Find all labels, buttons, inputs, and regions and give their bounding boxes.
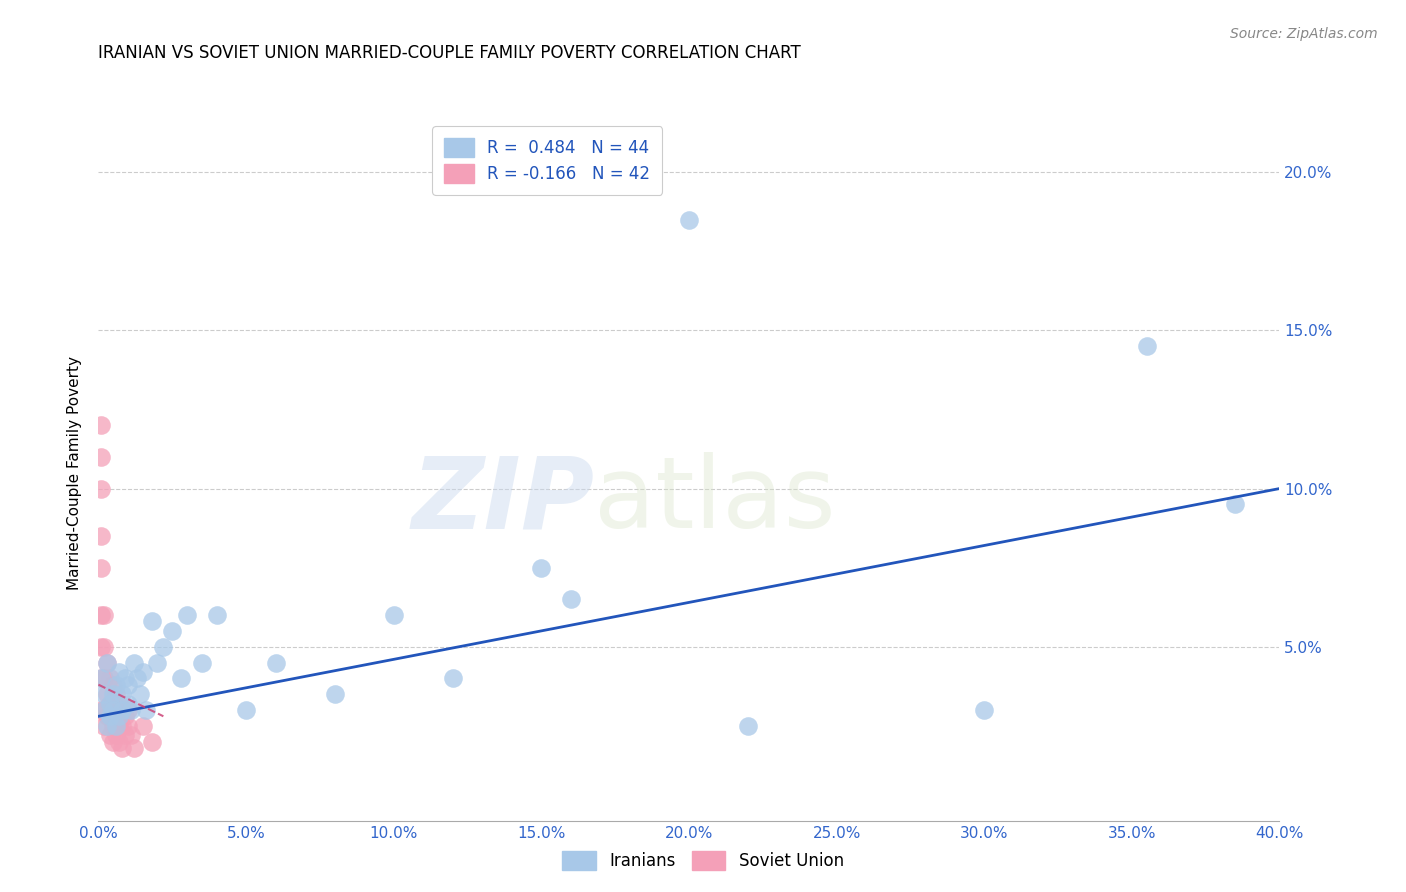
Point: [117, 703, 139, 717]
Point: [93, 671, 115, 685]
Point: [170, 671, 193, 685]
Point: [103, 734, 125, 748]
Point: [162, 624, 183, 638]
Point: [103, 687, 125, 701]
Point: [105, 678, 128, 692]
Point: [120, 703, 142, 717]
Point: [98, 709, 121, 723]
Point: [176, 608, 198, 623]
Point: [90, 529, 112, 543]
Point: [530, 560, 553, 574]
Point: [111, 703, 134, 717]
Point: [103, 719, 125, 733]
Point: [90, 608, 112, 623]
Point: [108, 665, 131, 679]
Point: [96, 656, 118, 670]
Text: ZIP: ZIP: [412, 452, 595, 549]
Point: [93, 687, 115, 701]
Point: [128, 687, 150, 701]
Point: [560, 592, 582, 607]
Point: [108, 697, 131, 711]
Point: [117, 678, 139, 692]
Point: [90, 671, 112, 685]
Point: [122, 656, 145, 670]
Point: [90, 640, 112, 654]
Point: [152, 640, 174, 654]
Point: [90, 482, 112, 496]
Point: [90, 418, 112, 433]
Point: [108, 734, 131, 748]
Point: [111, 687, 134, 701]
Point: [105, 719, 128, 733]
Point: [90, 703, 112, 717]
Point: [105, 709, 128, 723]
Point: [108, 719, 131, 733]
Point: [323, 687, 346, 701]
Point: [125, 671, 148, 685]
Text: IRANIAN VS SOVIET UNION MARRIED-COUPLE FAMILY POVERTY CORRELATION CHART: IRANIAN VS SOVIET UNION MARRIED-COUPLE F…: [98, 45, 801, 62]
Point: [105, 687, 128, 701]
Point: [141, 734, 163, 748]
Point: [132, 719, 155, 733]
Point: [111, 719, 134, 733]
Y-axis label: Married-Couple Family Poverty: Married-Couple Family Poverty: [67, 356, 83, 590]
Point: [108, 709, 131, 723]
Point: [98, 697, 121, 711]
Point: [235, 703, 257, 717]
Point: [205, 608, 228, 623]
Point: [382, 608, 405, 623]
Point: [98, 709, 121, 723]
Point: [96, 687, 118, 701]
Point: [90, 450, 112, 464]
Point: [737, 719, 759, 733]
Point: [132, 665, 155, 679]
Point: [98, 671, 121, 685]
Point: [114, 709, 136, 723]
Point: [1135, 339, 1157, 353]
Point: [135, 703, 157, 717]
Point: [117, 697, 139, 711]
Point: [120, 728, 142, 742]
Point: [98, 728, 121, 742]
Point: [96, 656, 118, 670]
Point: [678, 212, 700, 227]
Point: [1223, 497, 1246, 511]
Point: [96, 709, 118, 723]
Point: [93, 608, 115, 623]
Point: [96, 719, 118, 733]
Point: [114, 728, 136, 742]
Point: [122, 740, 145, 755]
Point: [98, 697, 121, 711]
Point: [117, 719, 139, 733]
Text: Source: ZipAtlas.com: Source: ZipAtlas.com: [1230, 27, 1378, 41]
Point: [111, 703, 134, 717]
Point: [973, 703, 995, 717]
Point: [103, 703, 125, 717]
Point: [111, 740, 134, 755]
Point: [90, 671, 112, 685]
Point: [191, 656, 214, 670]
Point: [441, 671, 464, 685]
Text: atlas: atlas: [595, 452, 837, 549]
Point: [90, 560, 112, 574]
Point: [146, 656, 169, 670]
Legend: R =  0.484   N = 44, R = -0.166   N = 42: R = 0.484 N = 44, R = -0.166 N = 42: [433, 127, 662, 194]
Point: [264, 656, 287, 670]
Point: [103, 703, 125, 717]
Point: [93, 719, 115, 733]
Point: [93, 703, 115, 717]
Point: [93, 640, 115, 654]
Point: [114, 671, 136, 685]
Point: [103, 678, 125, 692]
Legend: Iranians, Soviet Union: Iranians, Soviet Union: [555, 845, 851, 877]
Point: [105, 728, 128, 742]
Point: [93, 703, 115, 717]
Point: [141, 615, 163, 629]
